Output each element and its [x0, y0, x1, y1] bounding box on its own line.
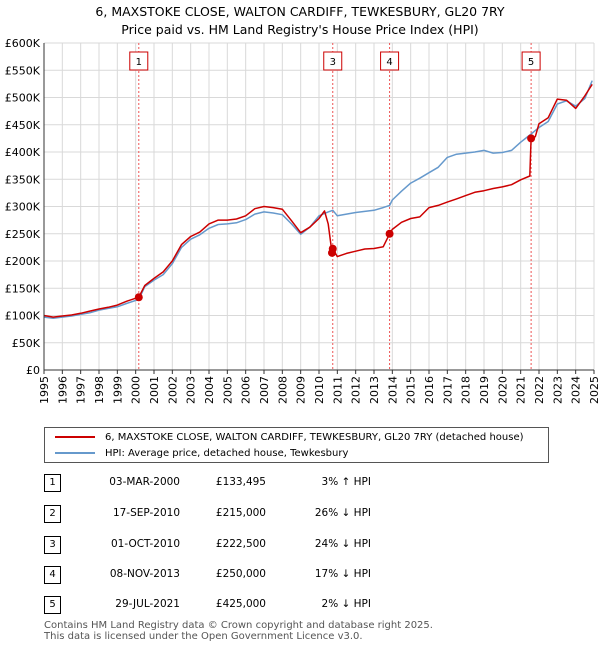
x-tick-label: 1999: [111, 376, 124, 404]
y-tick-label: £300K: [5, 201, 41, 214]
legend: 6, MAXSTOKE CLOSE, WALTON CARDIFF, TEWKE…: [44, 427, 549, 463]
sale-marker-box: [521, 51, 541, 71]
table-row: 4 08-NOV-2013 £250,000 17% ↓ HPI: [44, 566, 564, 586]
legend-item-property: 6, MAXSTOKE CLOSE, WALTON CARDIFF, TEWKE…: [55, 430, 524, 444]
y-tick-label: £250K: [5, 228, 41, 241]
sale-price: £215,000: [215, 507, 266, 519]
x-tick-label: 1996: [56, 376, 69, 404]
sale-hpi: 24% ↓ HPI: [314, 538, 371, 550]
x-tick-label: 2009: [295, 376, 308, 404]
y-tick-label: £350K: [5, 173, 41, 186]
y-tick-label: £200K: [5, 255, 41, 268]
sale-date: 03-MAR-2000: [109, 476, 180, 488]
x-tick-label: 2006: [240, 376, 253, 404]
y-tick-label: £50K: [12, 337, 41, 350]
footer-licence: This data is licensed under the Open Gov…: [44, 631, 363, 642]
sale-date: 17-SEP-2010: [112, 507, 180, 519]
sale-price: £222,500: [215, 538, 266, 550]
table-row: 3 01-OCT-2010 £222,500 24% ↓ HPI: [44, 536, 564, 556]
price-chart: £0 £50K £100K £150K £200K £250K £300K £350K £400…: [5, 37, 600, 404]
y-tick-label: £450K: [5, 119, 41, 132]
sale-marker-box: [129, 51, 149, 71]
legend-swatch-hpi: [55, 452, 95, 454]
y-tick-label: £600K: [5, 37, 41, 50]
legend-item-hpi: HPI: Average price, detached house, Tewk…: [55, 446, 348, 460]
x-tick-label: 2012: [350, 376, 363, 404]
x-tick-label: 1998: [93, 376, 106, 404]
x-tick-label: 2010: [313, 376, 326, 404]
sale-hpi: 3% ↑ HPI: [321, 476, 371, 488]
sale-marker-box: [323, 51, 343, 71]
sale-price: £425,000: [215, 598, 266, 610]
sale-number: 3: [44, 536, 61, 554]
y-tick-label: £150K: [5, 282, 41, 295]
x-tick-label: 2016: [423, 376, 436, 404]
sale-number: 5: [44, 596, 61, 614]
x-tick-label: 2019: [478, 376, 491, 404]
x-tick-label: 2020: [496, 376, 509, 404]
x-tick-label: 2025: [588, 376, 600, 404]
x-tick-label: 2023: [551, 376, 564, 404]
sale-point: [134, 293, 143, 302]
y-tick-label: £0: [26, 364, 40, 377]
sale-marker-label: 5: [528, 57, 534, 68]
x-tick-label: 2001: [148, 376, 161, 404]
sale-price: £250,000: [215, 568, 266, 580]
x-tick-label: 2018: [460, 376, 473, 404]
sale-point: [385, 229, 394, 238]
y-tick-label: £400K: [5, 146, 41, 159]
chart-title: 6, MAXSTOKE CLOSE, WALTON CARDIFF, TEWKE…: [95, 4, 505, 19]
table-row: 5 29-JUL-2021 £425,000 2% ↓ HPI: [44, 596, 564, 616]
x-tick-label: 2000: [130, 376, 143, 404]
x-tick-label: 1995: [38, 376, 51, 404]
sale-date: 29-JUL-2021: [115, 598, 180, 610]
sale-date: 08-NOV-2013: [109, 568, 180, 580]
x-tick-label: 2002: [166, 376, 179, 404]
x-tick-label: 2004: [203, 376, 216, 404]
x-tick-label: 2017: [441, 376, 454, 404]
x-tick-label: 2015: [405, 376, 418, 404]
x-tick-label: 2014: [386, 376, 399, 404]
sale-date: 01-OCT-2010: [111, 538, 180, 550]
sale-hpi: 2% ↓ HPI: [321, 598, 371, 610]
y-tick-label: £100K: [5, 310, 41, 323]
x-tick-label: 2007: [258, 376, 271, 404]
sale-marker-label: 3: [330, 57, 336, 68]
footer-copyright: Contains HM Land Registry data © Crown c…: [44, 620, 433, 631]
sale-marker-label: 4: [386, 57, 392, 68]
chart-subtitle: Price paid vs. HM Land Registry's House …: [121, 22, 479, 37]
sale-number: 2: [44, 505, 61, 523]
sale-point: [527, 134, 536, 143]
sale-marker-label: 1: [136, 57, 142, 68]
legend-label-property: 6, MAXSTOKE CLOSE, WALTON CARDIFF, TEWKE…: [105, 431, 524, 443]
legend-swatch-property: [55, 436, 95, 438]
sale-point: [328, 244, 337, 253]
sale-number: 4: [44, 566, 61, 584]
x-tick-label: 2008: [276, 376, 289, 404]
y-tick-label: £550K: [5, 64, 41, 77]
table-row: 2 17-SEP-2010 £215,000 26% ↓ HPI: [44, 505, 564, 525]
x-tick-label: 2022: [533, 376, 546, 404]
x-tick-label: 2005: [221, 376, 234, 404]
x-tick-label: 2024: [570, 376, 583, 404]
x-tick-label: 2021: [515, 376, 528, 404]
sale-marker-box: [380, 51, 400, 71]
y-tick-label: £500K: [5, 92, 41, 105]
x-tick-label: 2013: [368, 376, 381, 404]
legend-label-hpi: HPI: Average price, detached house, Tewk…: [105, 447, 349, 459]
x-tick-label: 2011: [331, 376, 344, 404]
x-tick-label: 2003: [185, 376, 198, 404]
sale-hpi: 17% ↓ HPI: [314, 568, 371, 580]
x-tick-label: 1997: [75, 376, 88, 404]
sale-price: £133,495: [215, 476, 266, 488]
table-row: 1 03-MAR-2000 £133,495 3% ↑ HPI: [44, 474, 564, 494]
sale-number: 1: [44, 474, 61, 492]
sale-hpi: 26% ↓ HPI: [314, 507, 371, 519]
